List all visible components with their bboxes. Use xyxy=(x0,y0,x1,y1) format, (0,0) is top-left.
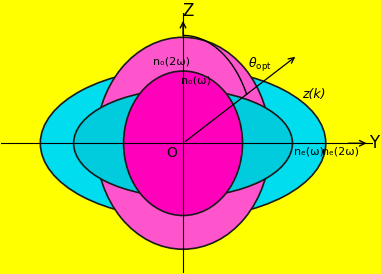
Text: nₑ(ω): nₑ(ω) xyxy=(294,147,324,157)
Text: nₑ(2ω): nₑ(2ω) xyxy=(322,147,359,157)
Ellipse shape xyxy=(96,37,270,249)
Text: z(k): z(k) xyxy=(302,88,325,101)
Ellipse shape xyxy=(123,71,242,216)
Ellipse shape xyxy=(40,68,326,218)
Text: nₒ(ω): nₒ(ω) xyxy=(181,75,211,85)
Text: Z: Z xyxy=(182,2,194,20)
Text: $\theta$$_{\mathregular{opt}}$: $\theta$$_{\mathregular{opt}}$ xyxy=(248,56,272,74)
Text: Y: Y xyxy=(369,134,379,152)
Text: O: O xyxy=(166,146,178,160)
Ellipse shape xyxy=(74,89,293,197)
Text: nₒ(2ω): nₒ(2ω) xyxy=(153,56,190,66)
